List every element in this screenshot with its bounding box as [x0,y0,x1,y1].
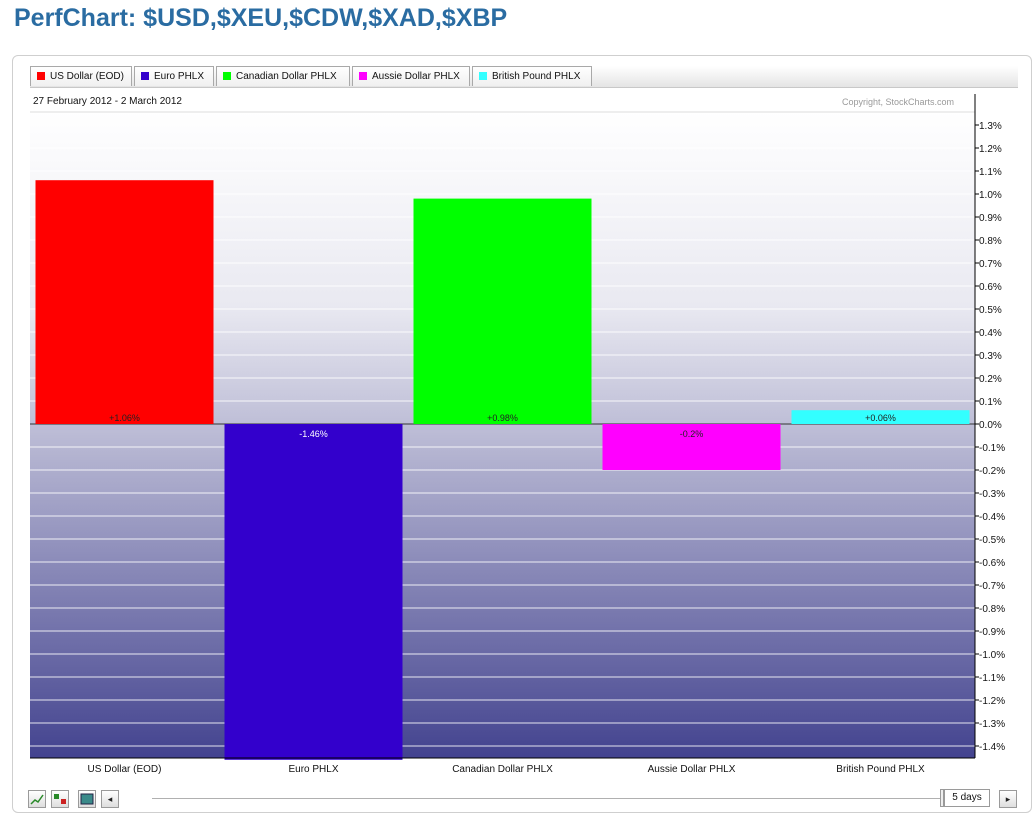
date-range: 27 February 2012 - 2 March 2012 [33,96,182,107]
x-category-label: Euro PHLX [288,764,338,775]
y-tick-label: 0.4% [979,328,1002,339]
y-tick-label: -0.4% [979,512,1005,523]
y-tick-label: 0.2% [979,374,1002,385]
x-category-label: Aussie Dollar PHLX [648,764,736,775]
legend-label: British Pound PHLX [492,71,581,82]
y-tick-label: 0.3% [979,351,1002,362]
legend-bar: US Dollar (EOD) Euro PHLX Canadian Dolla… [30,66,1018,88]
slider-handle[interactable] [940,789,944,807]
y-tick-label: -0.2% [979,466,1005,477]
y-tick-label: -0.7% [979,581,1005,592]
legend-tab-usd[interactable]: US Dollar (EOD) [30,66,132,86]
bar-value-label: -1.46% [299,429,328,439]
y-tick-label: 1.1% [979,167,1002,178]
legend-tab-cdw[interactable]: Canadian Dollar PHLX [216,66,350,86]
y-tick-label: 1.2% [979,144,1002,155]
y-tick-label: 0.6% [979,282,1002,293]
legend-swatch-cdw [223,72,231,80]
bar [602,424,781,470]
bar-value-label: -0.2% [680,429,704,439]
legend-swatch-xeu [141,72,149,80]
y-tick-label: -1.1% [979,673,1005,684]
y-tick-label: 0.8% [979,236,1002,247]
y-tick-label: 0.9% [979,213,1002,224]
legend-tab-xbp[interactable]: British Pound PHLX [472,66,592,86]
y-tick-label: -1.2% [979,696,1005,707]
scroll-left-button[interactable]: ◂ [101,790,119,808]
line-chart-glyph [30,794,44,805]
legend-tab-xad[interactable]: Aussie Dollar PHLX [352,66,470,86]
y-tick-label: 1.0% [979,190,1002,201]
y-tick-label: -0.1% [979,443,1005,454]
y-tick-label: 0.0% [979,420,1002,431]
time-slider-track[interactable] [152,798,964,799]
y-tick-label: -1.0% [979,650,1005,661]
x-category-label: US Dollar (EOD) [88,764,162,775]
y-tick-label: -1.3% [979,719,1005,730]
data-labels: +1.06% -1.46% +0.98% -0.2% +0.06% [109,413,896,439]
legend-label: Canadian Dollar PHLX [236,71,337,82]
y-tick-label: 0.1% [979,397,1002,408]
grid-lines [30,111,975,747]
bar [791,410,970,424]
legend-swatch-usd [37,72,45,80]
y-tick-label: -0.9% [979,627,1005,638]
bar-chart-glyph [54,794,66,804]
histogram-glyph [80,793,94,805]
histogram-icon[interactable] [78,790,96,808]
bar [35,180,214,424]
legend-tab-xeu[interactable]: Euro PHLX [134,66,214,86]
copyright: Copyright, StockCharts.com [842,97,955,107]
line-chart-icon[interactable] [28,790,46,808]
legend-swatch-xad [359,72,367,80]
x-category-label: Canadian Dollar PHLX [452,764,553,775]
y-tick-label: -0.3% [979,489,1005,500]
bar-value-label: +0.98% [487,413,518,423]
legend-label: US Dollar (EOD) [50,71,124,82]
y-tick-label: -0.8% [979,604,1005,615]
legend-swatch-xbp [479,72,487,80]
bar-value-label: +0.06% [865,413,896,423]
bar [224,424,403,760]
legend-label: Euro PHLX [154,71,205,82]
bar-value-label: +1.06% [109,413,140,423]
period-select[interactable]: 5 days [944,789,990,807]
scroll-right-button[interactable]: ▸ [999,790,1017,808]
y-axis-ticks: 1.3% 1.2% 1.1% 1.0% 0.9% 0.8% 0.7% 0.6% 0.5% 0.4%… [975,121,1005,753]
y-tick-label: 0.5% [979,305,1002,316]
page-title: PerfChart: $USD,$XEU,$CDW,$XAD,$XBP [14,4,508,32]
x-category-label: British Pound PHLX [836,764,925,775]
y-tick-label: 0.7% [979,259,1002,270]
bar [413,198,592,424]
bar-chart-icon[interactable] [51,790,69,808]
y-tick-label: -0.6% [979,558,1005,569]
y-tick-label: -1.4% [979,742,1005,753]
x-axis-labels: US Dollar (EOD) Euro PHLX Canadian Dollar … [88,764,925,775]
y-tick-label: 1.3% [979,121,1002,132]
bars [35,180,970,760]
legend-label: Aussie Dollar PHLX [372,71,460,82]
y-tick-label: -0.5% [979,535,1005,546]
